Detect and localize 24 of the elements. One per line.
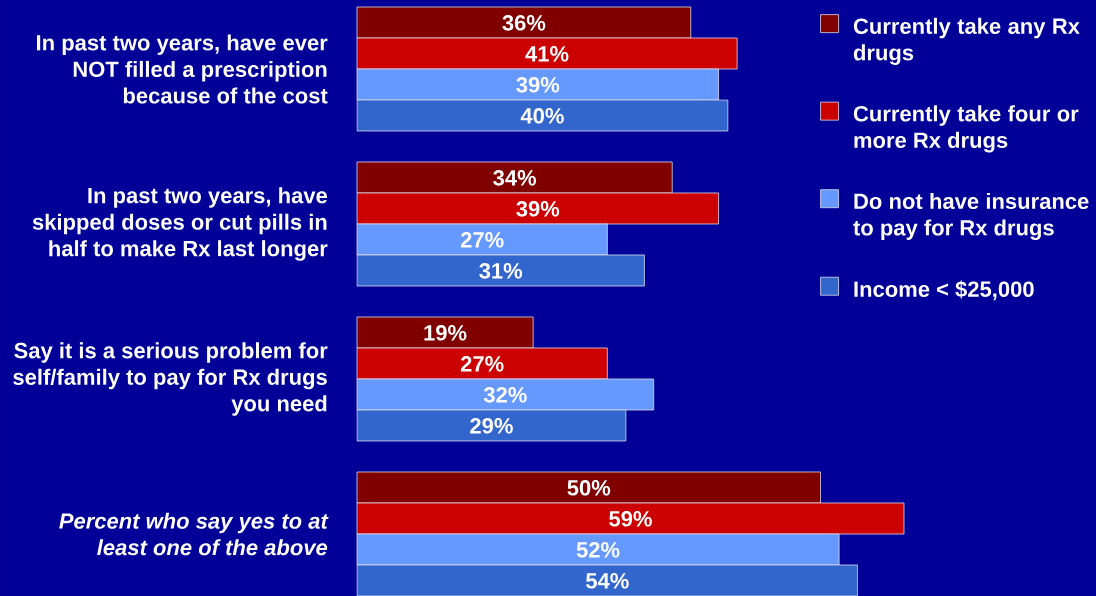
data-label: 41%: [525, 46, 569, 62]
legend-label: Currently take four or more Rx drugs: [853, 105, 1079, 153]
data-label: 19%: [424, 325, 467, 341]
y-tick-label: Say it is a serious problem for self/family to pay for Rx drugs you need: [13, 342, 328, 416]
data-label: 40%: [520, 108, 564, 124]
data-label: 50%: [567, 480, 611, 496]
data-label: 29%: [470, 418, 513, 434]
data-label: 27%: [460, 232, 504, 248]
y-tick-label: In past two years, have skipped doses or cut pills in half to make Rx last longer: [32, 187, 328, 261]
legend-label: Income < $25,000: [854, 280, 1034, 301]
data-label: 39%: [516, 77, 560, 93]
data-label: 54%: [585, 573, 629, 589]
y-tick-label: In past two years, have ever NOT filled a prescription because of the cost: [37, 34, 328, 104]
data-label: 59%: [609, 511, 652, 527]
legend-label: Currently take any Rx drugs: [853, 17, 1080, 65]
legend-label: Do not have insurance to pay for Rx drugs: [853, 192, 1089, 240]
data-label: 39%: [516, 201, 560, 217]
data-label: 52%: [576, 542, 620, 558]
data-label: 36%: [502, 15, 546, 31]
data-label: 27%: [460, 356, 504, 372]
data-label: 34%: [493, 170, 537, 186]
data-label: 32%: [483, 387, 527, 403]
data-label: 31%: [479, 263, 523, 279]
y-tick-label: Percent who say yes to at least one of the above: [59, 512, 329, 556]
